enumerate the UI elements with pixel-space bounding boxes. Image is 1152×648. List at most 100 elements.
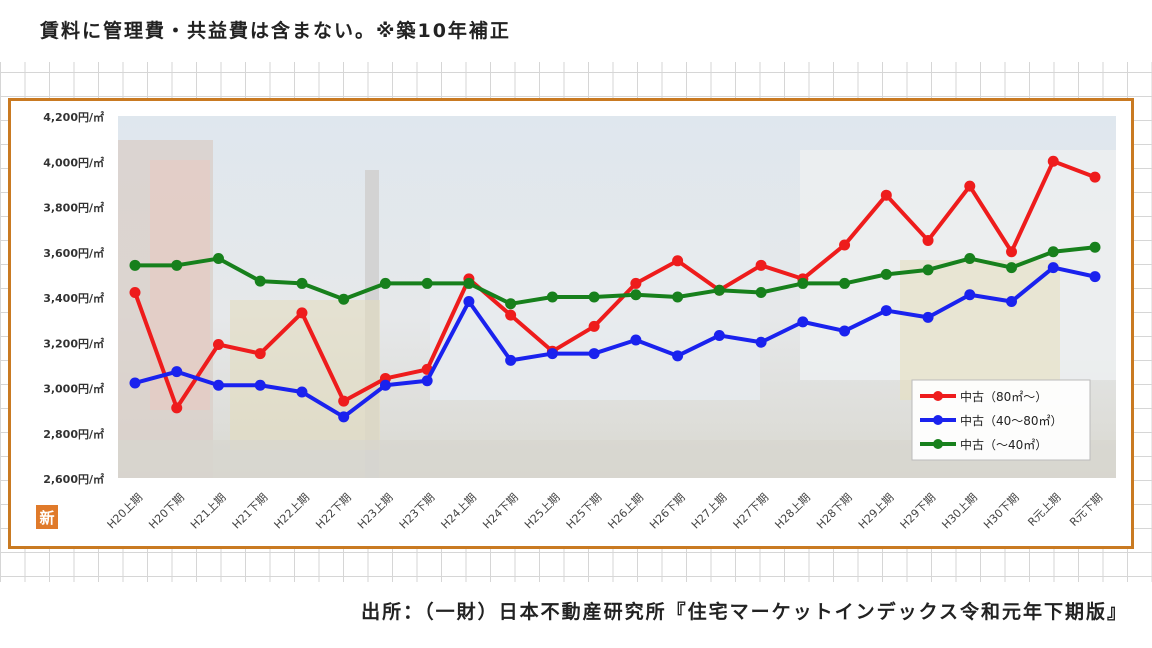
legend-swatch-point <box>933 439 943 449</box>
data-point <box>254 348 266 360</box>
x-tick-label: H24下期 <box>480 491 521 532</box>
data-point <box>212 379 224 391</box>
data-point <box>630 289 642 301</box>
series-line-3 <box>135 245 1096 306</box>
data-point <box>1047 246 1059 258</box>
legend-label: 中古（80㎡～） <box>960 389 1047 404</box>
data-point <box>379 379 391 391</box>
x-tick-label: H27下期 <box>731 491 772 532</box>
data-point <box>171 366 183 378</box>
y-tick-label: 3,800円/㎡ <box>43 201 104 215</box>
legend-label: 中古（40～80㎡） <box>960 413 1063 428</box>
x-tick-label: H28上期 <box>772 491 813 532</box>
x-tick-label: H21下期 <box>230 491 271 532</box>
data-point <box>755 259 767 271</box>
data-point <box>1089 241 1101 253</box>
data-point <box>964 289 976 301</box>
y-tick-label: 3,000円/㎡ <box>43 382 104 396</box>
data-point <box>1006 262 1018 274</box>
data-point <box>1047 155 1059 167</box>
data-point <box>379 277 391 289</box>
data-point <box>129 259 141 271</box>
data-point <box>212 253 224 265</box>
x-tick-label: H30下期 <box>981 491 1022 532</box>
x-tick-label: H30上期 <box>939 491 980 532</box>
data-point <box>129 286 141 298</box>
data-point <box>546 291 558 303</box>
new-badge: 新 <box>36 505 58 529</box>
data-point <box>713 329 725 341</box>
data-point <box>672 291 684 303</box>
x-tick-label: R元下期 <box>1067 491 1105 529</box>
data-point <box>797 277 809 289</box>
x-tick-label: H29上期 <box>856 491 897 532</box>
y-tick-label: 2,800円/㎡ <box>43 427 104 441</box>
y-tick-label: 3,400円/㎡ <box>43 291 104 305</box>
data-point <box>1006 246 1018 258</box>
series-line-1 <box>133 159 1096 410</box>
x-tick-label: H26上期 <box>605 491 646 532</box>
header-band <box>0 0 1152 62</box>
data-point <box>880 268 892 280</box>
x-tick-label: H29下期 <box>898 491 939 532</box>
x-tick-label: H26下期 <box>647 491 688 532</box>
data-point <box>129 377 141 389</box>
footer-band <box>0 582 1152 648</box>
data-point <box>254 379 266 391</box>
data-point <box>296 277 308 289</box>
legend-swatch-point <box>933 391 943 401</box>
y-tick-label: 4,000円/㎡ <box>43 155 104 169</box>
data-point <box>546 348 558 360</box>
data-point <box>505 354 517 366</box>
data-point <box>755 336 767 348</box>
x-tick-label: H27上期 <box>689 491 730 532</box>
data-point <box>839 277 851 289</box>
y-tick-label: 2,600円/㎡ <box>43 472 104 486</box>
data-point <box>964 180 976 192</box>
data-point <box>296 307 308 319</box>
x-tick-label: H25下期 <box>564 491 605 532</box>
data-point <box>1006 296 1018 308</box>
x-tick-label: H25上期 <box>522 491 563 532</box>
legend: 中古（80㎡～） 中古（40～80㎡） 中古（～40㎡） <box>911 379 1091 461</box>
data-point <box>588 320 600 332</box>
data-point <box>672 255 684 267</box>
data-point <box>338 395 350 407</box>
y-tick-label: 4,200円/㎡ <box>43 110 104 124</box>
data-point <box>713 284 725 296</box>
data-point <box>839 325 851 337</box>
x-tick-label: H22下期 <box>313 491 354 532</box>
data-point <box>797 316 809 328</box>
x-tick-label: H23下期 <box>397 491 438 532</box>
data-point <box>588 291 600 303</box>
data-point <box>880 189 892 201</box>
data-point <box>588 348 600 360</box>
x-tick-label: H20上期 <box>105 491 146 532</box>
x-tick-label: H21上期 <box>188 491 229 532</box>
series-line-2 <box>134 265 1096 419</box>
data-point <box>964 253 976 265</box>
x-tick-label: R元上期 <box>1025 491 1063 529</box>
data-point <box>421 375 433 387</box>
data-point <box>463 296 475 308</box>
data-point <box>171 259 183 271</box>
x-tick-label: H20下期 <box>146 491 187 532</box>
data-point <box>212 339 224 351</box>
data-point <box>1089 271 1101 283</box>
source-citation: 出所：（一財）日本不動産研究所『住宅マーケットインデックス令和元年下期版』 <box>361 601 1128 623</box>
data-point <box>338 293 350 305</box>
data-point <box>880 305 892 317</box>
legend-label: 中古（～40㎡） <box>960 437 1047 452</box>
data-point <box>922 311 934 323</box>
data-point <box>463 277 475 289</box>
data-point <box>922 234 934 246</box>
data-point <box>338 411 350 423</box>
legend-swatch-point <box>933 415 943 425</box>
data-point <box>630 277 642 289</box>
x-tick-label: H28下期 <box>814 491 855 532</box>
data-point <box>171 402 183 414</box>
y-tick-label: 3,200円/㎡ <box>43 336 104 350</box>
data-point <box>839 239 851 251</box>
data-point <box>505 309 517 321</box>
